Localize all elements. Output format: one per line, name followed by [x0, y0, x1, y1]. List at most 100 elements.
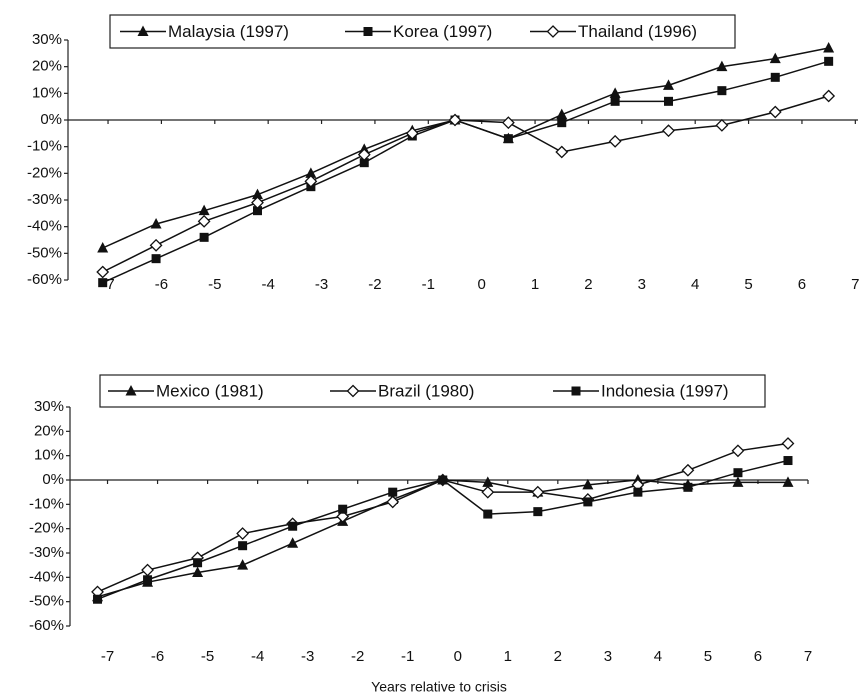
x-tick-label: -1	[422, 276, 435, 293]
legend-label: Korea (1997)	[393, 22, 492, 41]
x-tick-label: -5	[201, 648, 214, 665]
marker	[783, 456, 793, 466]
marker	[305, 167, 317, 178]
marker	[482, 476, 494, 487]
marker	[608, 134, 622, 148]
marker	[97, 242, 109, 253]
x-axis-label: Years relative to crisis	[371, 679, 507, 695]
legend-label: Mexico (1981)	[156, 381, 264, 400]
marker	[716, 60, 728, 72]
marker	[197, 214, 211, 228]
marker	[288, 521, 298, 531]
x-tick-label: 7	[851, 276, 859, 293]
x-tick-label: 3	[638, 276, 646, 293]
marker	[557, 118, 567, 128]
y-tick-label: -50%	[27, 244, 62, 261]
marker	[357, 148, 371, 162]
y-tick-label: -10%	[27, 138, 62, 155]
marker	[141, 563, 154, 577]
legend-box	[109, 14, 736, 49]
marker	[733, 468, 743, 478]
y-tick-label: -50%	[29, 593, 64, 610]
y-tick-label: -40%	[29, 568, 64, 585]
x-tick-label: 1	[504, 648, 512, 665]
y-tick-label: -10%	[29, 495, 64, 512]
legend-box	[99, 374, 766, 408]
marker	[238, 541, 248, 551]
marker	[150, 218, 162, 229]
x-tick-label: 1	[531, 276, 539, 293]
x-tick-label: -3	[315, 276, 328, 293]
marker	[582, 478, 594, 490]
y-tick-label: 10%	[34, 447, 64, 464]
marker	[715, 118, 729, 132]
marker	[633, 487, 643, 497]
marker	[483, 509, 493, 519]
marker	[193, 558, 203, 568]
marker	[664, 96, 674, 106]
marker	[481, 485, 495, 499]
x-tick-label: 0	[454, 648, 462, 665]
x-tick-label: 2	[554, 648, 562, 665]
y-tick-label: 30%	[32, 31, 62, 48]
x-tick-label: -2	[368, 276, 381, 293]
marker	[556, 108, 568, 120]
marker	[662, 124, 675, 138]
marker	[438, 475, 448, 485]
x-tick-label: -6	[155, 276, 168, 293]
marker	[731, 444, 745, 458]
marker	[151, 254, 161, 264]
marker	[386, 495, 400, 509]
marker	[359, 158, 369, 168]
y-tick-label: 30%	[34, 398, 64, 415]
marker	[251, 196, 264, 210]
y-tick-label: -30%	[29, 544, 64, 561]
marker	[388, 487, 398, 497]
marker	[501, 116, 515, 130]
series-line	[97, 442, 789, 593]
marker	[143, 575, 153, 585]
y-tick-label: -40%	[27, 218, 62, 235]
marker	[823, 42, 835, 53]
marker	[96, 265, 110, 279]
x-tick-label: -4	[251, 648, 264, 665]
legend-label: Malaysia (1997)	[168, 22, 289, 41]
x-tick-label: -1	[401, 648, 414, 665]
x-tick-label: 5	[704, 648, 712, 665]
legend-marker	[546, 25, 560, 38]
marker	[336, 510, 350, 523]
y-tick-label: -30%	[27, 191, 62, 208]
y-tick-label: 20%	[34, 422, 64, 439]
x-tick-label: -3	[301, 648, 314, 665]
y-tick-label: 10%	[32, 84, 62, 101]
y-tick-label: -60%	[27, 271, 62, 288]
x-tick-label: 6	[754, 648, 762, 665]
marker	[237, 559, 249, 570]
marker	[533, 507, 543, 517]
marker	[338, 504, 348, 514]
marker	[531, 485, 545, 499]
y-tick-label: -60%	[29, 617, 64, 634]
marker	[824, 56, 834, 66]
marker	[251, 188, 263, 200]
marker	[583, 497, 593, 507]
marker	[769, 52, 781, 64]
legend-marker	[125, 385, 137, 396]
marker	[252, 206, 262, 216]
marker	[717, 86, 727, 96]
marker	[822, 89, 836, 103]
x-tick-label: -6	[151, 648, 164, 665]
x-tick-label: -5	[208, 276, 221, 293]
marker	[199, 232, 209, 242]
x-tick-label: 6	[798, 276, 806, 293]
x-tick-label: 2	[584, 276, 592, 293]
x-tick-label: -4	[261, 276, 274, 293]
marker	[609, 87, 621, 98]
legend-label: Thailand (1996)	[578, 22, 697, 41]
series-line	[97, 479, 788, 598]
marker	[448, 113, 462, 127]
marker	[781, 437, 795, 450]
x-tick-label: 5	[744, 276, 752, 293]
y-tick-label: -20%	[27, 164, 62, 181]
x-tick-label: 3	[604, 648, 612, 665]
